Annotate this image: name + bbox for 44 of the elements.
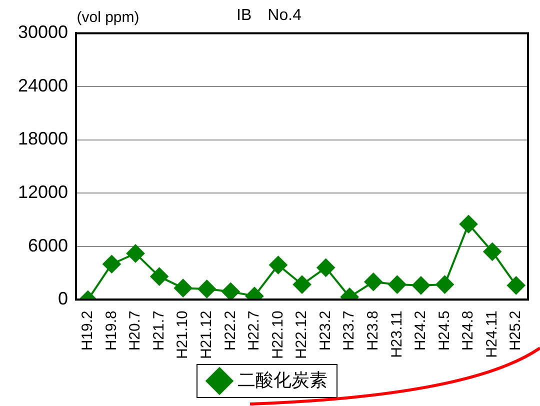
y-tick-label: 18000 — [18, 128, 68, 149]
x-tick-label: H24.8 — [460, 310, 477, 351]
x-tick-label: H22.2 — [222, 310, 239, 351]
x-tick-label: H19.2 — [79, 310, 96, 351]
x-tick-label: H23.11 — [388, 310, 406, 358]
x-tick-label: H21.7 — [150, 310, 168, 351]
point — [483, 242, 502, 261]
x-tick-label: H22.7 — [246, 310, 263, 351]
chart-title: IB No.4 — [236, 7, 302, 24]
x-tick-label: H19.8 — [102, 310, 120, 351]
x-tick-label: H21.10 — [174, 310, 192, 360]
y-axis-title: (vol ppm) — [76, 9, 140, 26]
x-tick-label: H20.7 — [126, 310, 144, 351]
x-tick-label: H22.12 — [293, 310, 310, 360]
x-tick-label: H22.10 — [269, 310, 286, 360]
point — [126, 244, 145, 262]
point — [436, 276, 454, 294]
point — [198, 280, 216, 298]
point — [102, 255, 121, 274]
x-tick-label: H24.11 — [483, 310, 500, 358]
point — [222, 282, 240, 300]
point — [364, 272, 382, 291]
x-tick-label: H21.12 — [198, 310, 216, 360]
point — [507, 276, 526, 294]
y-tick-label: 30000 — [18, 22, 68, 42]
x-tick-label: H23.7 — [340, 310, 358, 351]
x-tick-label: H23.8 — [364, 310, 382, 351]
x-tick-label: H23.2 — [316, 310, 334, 351]
point — [316, 258, 335, 277]
point — [150, 268, 168, 286]
y-tick-label: 6000 — [28, 235, 68, 256]
legend-label: 二酸化炭素 — [238, 370, 328, 390]
point — [269, 256, 288, 274]
x-tick-label: H25.2 — [507, 310, 524, 351]
point — [388, 276, 406, 294]
y-tick-label: 0 — [58, 288, 68, 309]
point — [174, 279, 192, 298]
x-tick-label: H24.5 — [436, 310, 453, 351]
y-tick-label: 12000 — [18, 182, 68, 202]
x-tick-label: H24.2 — [412, 310, 430, 351]
point — [412, 276, 430, 294]
point — [460, 215, 478, 234]
point — [293, 276, 312, 294]
y-tick-label: 24000 — [18, 75, 68, 96]
